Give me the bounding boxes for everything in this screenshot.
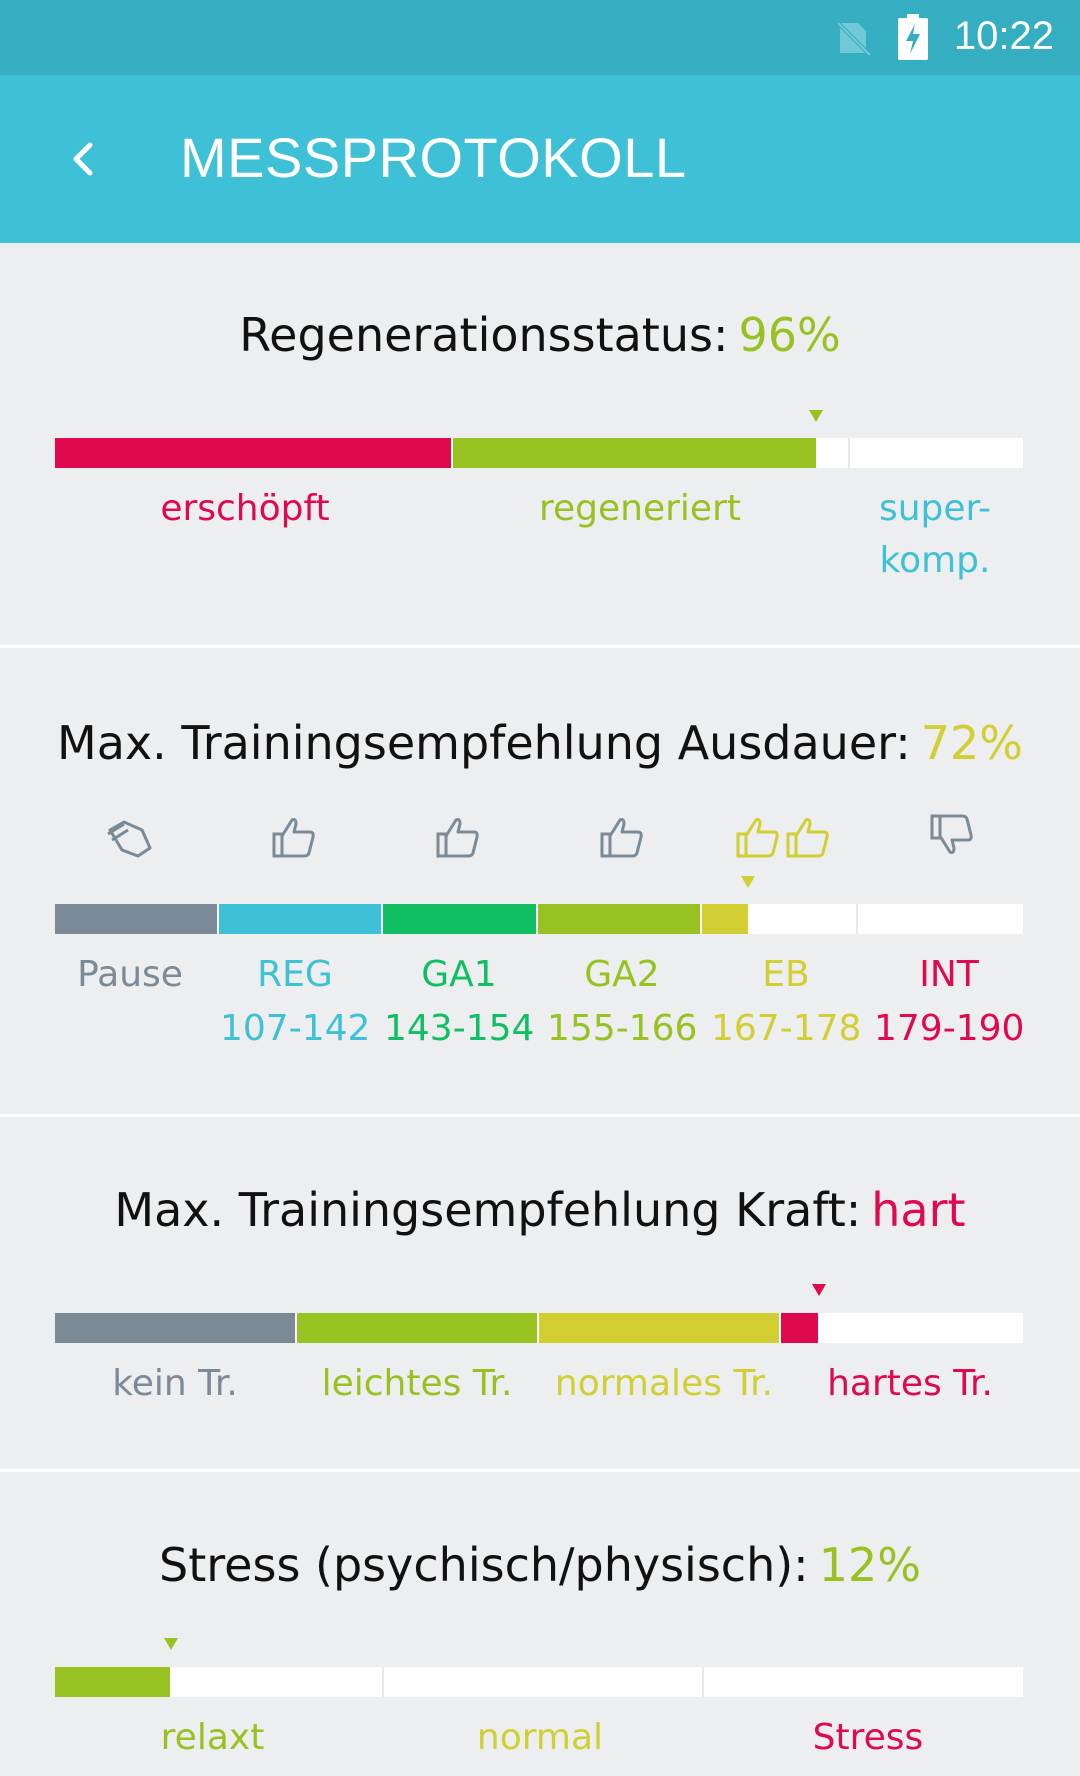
- regeneration-heading: Regenerationsstatus: 96%: [0, 308, 1080, 362]
- stress-heading: Stress (psychisch/physisch): 12%: [0, 1538, 1080, 1592]
- stress-segment-divider-2: [702, 1667, 704, 1697]
- section-divider: [0, 645, 1080, 648]
- regeneration-segment-regenerated: [453, 438, 816, 468]
- thumbs-down-icon: [930, 814, 973, 854]
- no-sim-icon: [834, 19, 872, 57]
- thumbs-up-icon: [272, 818, 315, 858]
- regeneration-segment-divider: [848, 438, 850, 468]
- thumbs-up-icon: [436, 818, 479, 858]
- strength-bar: [55, 1313, 1023, 1343]
- zone-label-int: INT: [919, 954, 979, 995]
- endurance-segment-ga2: [538, 904, 700, 934]
- endurance-segment-divider: [856, 904, 858, 934]
- zone-range-ga1: 143-154: [384, 1008, 535, 1049]
- regeneration-segment-exhausted: [55, 438, 451, 468]
- strength-value: hart: [871, 1183, 966, 1237]
- zone-label-reg: REG: [257, 954, 333, 995]
- status-bar: 10:22: [0, 0, 1080, 75]
- zone-label-ga2: GA2: [584, 954, 660, 995]
- zone-range-ga2: 155-166: [547, 1008, 698, 1049]
- endurance-heading: Max. Trainingsempfehlung Ausdauer: 72%: [0, 716, 1080, 770]
- status-time: 10:22: [953, 14, 1054, 58]
- strength-marker: [812, 1284, 826, 1296]
- thumbs-up-icon: [600, 818, 643, 858]
- stress-value: 12%: [818, 1538, 921, 1592]
- zone-label-eb: EB: [762, 954, 810, 995]
- stress-label-relaxed: relaxt: [160, 1717, 265, 1758]
- endurance-segment-ga1: [383, 904, 536, 934]
- strength-label-hard: hartes Tr.: [827, 1363, 993, 1404]
- zone-range-reg: 107-142: [220, 1008, 371, 1049]
- strength-segment-light: [297, 1313, 537, 1343]
- strength-label-light: leichtes Tr.: [321, 1363, 513, 1404]
- stress-segment-divider-1: [382, 1667, 384, 1697]
- strength-label-none: kein Tr.: [112, 1363, 238, 1404]
- battery-charging-icon: [898, 14, 928, 60]
- zone-range-int: 179-190: [874, 1008, 1025, 1049]
- endurance-segment-reg: [219, 904, 381, 934]
- endurance-segment-eb: [702, 904, 748, 934]
- regeneration-marker: [809, 410, 823, 422]
- strength-label: Max. Trainingsempfehlung Kraft:: [114, 1183, 862, 1237]
- endurance-marker: [741, 876, 755, 888]
- zone-range-eb: 167-178: [711, 1008, 862, 1049]
- pause-icon: [107, 820, 152, 858]
- regeneration-value: 96%: [738, 308, 841, 362]
- zone-label-ga1: GA1: [421, 954, 497, 995]
- section-divider: [0, 1114, 1080, 1117]
- strength-segment-none: [55, 1313, 295, 1343]
- stress-label: Stress (psychisch/physisch):: [159, 1538, 809, 1592]
- strength-segment-normal: [539, 1313, 779, 1343]
- stress-marker: [164, 1638, 178, 1650]
- double-thumbs-up-icon: [736, 818, 829, 858]
- app-bar: MESSPROTOKOLL: [0, 75, 1080, 243]
- regeneration-bar: [55, 438, 1023, 468]
- stress-label-stress: Stress: [812, 1717, 924, 1758]
- regeneration-label-regenerated: regeneriert: [539, 488, 741, 529]
- strength-heading: Max. Trainingsempfehlung Kraft: hart: [0, 1183, 1080, 1237]
- regeneration-label: Regenerationsstatus:: [239, 308, 729, 362]
- back-arrow-icon[interactable]: [60, 123, 116, 195]
- stress-label-normal: normal: [476, 1717, 604, 1758]
- regeneration-label-super-1: super-: [878, 488, 992, 529]
- regeneration-label-exhausted: erschöpft: [160, 488, 330, 529]
- endurance-segment-pause: [55, 904, 217, 934]
- endurance-value: 72%: [920, 716, 1023, 770]
- section-divider: [0, 1469, 1080, 1472]
- endurance-bar: [55, 904, 1023, 934]
- endurance-label: Max. Trainingsempfehlung Ausdauer:: [57, 716, 911, 770]
- page-title: MESSPROTOKOLL: [180, 126, 687, 189]
- strength-label-normal: normales Tr.: [554, 1363, 774, 1404]
- zone-label-pause: Pause: [77, 954, 183, 995]
- regeneration-label-super-2: komp.: [879, 540, 991, 581]
- strength-segment-hard: [781, 1313, 818, 1343]
- stress-segment-level: [55, 1667, 170, 1697]
- stress-bar: [55, 1667, 1023, 1697]
